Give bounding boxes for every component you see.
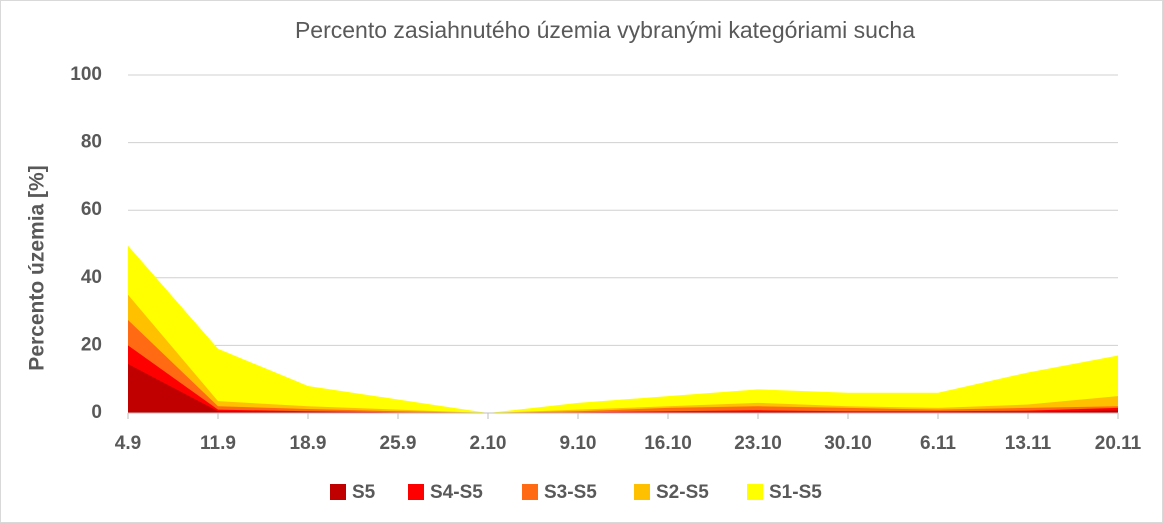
legend-swatch [330, 484, 346, 500]
x-tick-label: 30.10 [824, 433, 872, 454]
legend-label: S4-S5 [430, 482, 483, 503]
legend-label: S3-S5 [544, 482, 597, 503]
x-tick-label: 2.10 [470, 433, 507, 454]
chart-title: Percento zasiahnutého územia vybranými k… [295, 17, 915, 43]
x-tick-label: 18.9 [290, 433, 327, 454]
legend-swatch [747, 484, 763, 500]
y-tick-label: 100 [70, 64, 102, 85]
legend-swatch [408, 484, 424, 500]
x-tick-label: 6.11 [920, 433, 956, 454]
legend-swatch [522, 484, 538, 500]
x-tick-label: 9.10 [560, 433, 597, 454]
legend-swatch [634, 484, 650, 500]
area [128, 245, 1118, 413]
legend-label: S1-S5 [769, 482, 822, 503]
x-tick-label: 11.9 [200, 433, 236, 454]
y-tick-label: 40 [81, 267, 102, 288]
x-tick-label: 20.11 [1095, 433, 1142, 454]
y-axis-label: Percento územia [%] [26, 165, 49, 370]
legend-label: S5 [352, 482, 376, 503]
x-tick-label: 13.11 [1005, 433, 1052, 454]
y-tick-label: 80 [81, 132, 102, 153]
x-tick-label: 25.9 [380, 433, 417, 454]
x-tick-label: 16.10 [644, 433, 692, 454]
y-tick-label: 0 [91, 402, 102, 423]
x-tick-label: 23.10 [734, 433, 782, 454]
x-tick-label: 4.9 [115, 433, 141, 454]
y-tick-label: 20 [81, 334, 102, 355]
legend-label: S2-S5 [656, 482, 709, 503]
y-tick-label: 60 [81, 199, 102, 220]
